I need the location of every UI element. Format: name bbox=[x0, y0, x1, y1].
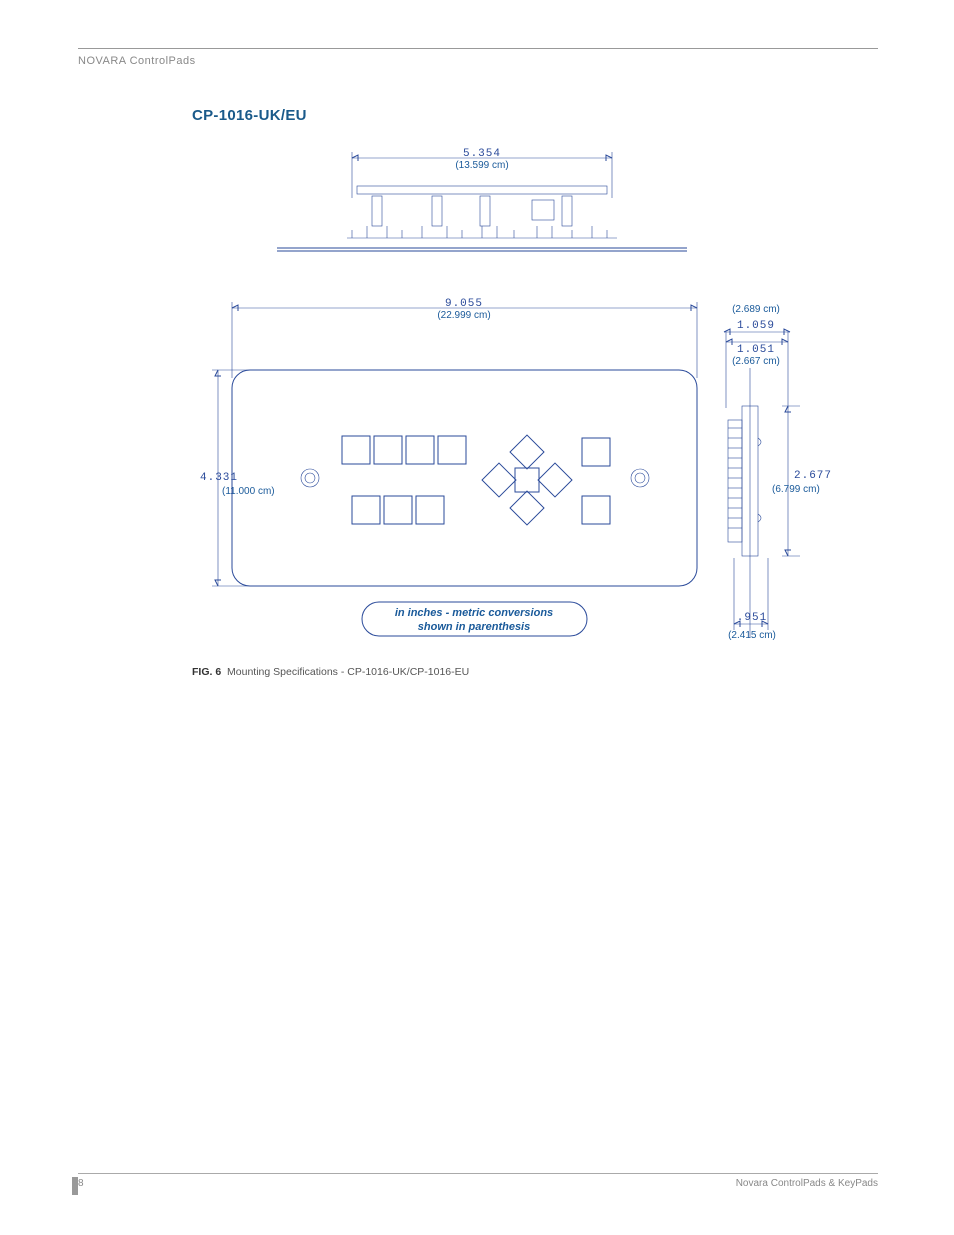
page-content: NOVARA ControlPads CP-1016-UK/EU 5.354 (… bbox=[78, 48, 878, 678]
dim-top-width-in: 5.354 bbox=[463, 148, 501, 160]
screw-hole-left bbox=[301, 469, 319, 487]
dim-front-width-in: 9.055 bbox=[445, 298, 483, 310]
running-head: NOVARA ControlPads bbox=[78, 55, 878, 67]
caption-prefix: FIG. 6 bbox=[192, 666, 221, 678]
dim-side-base-cm: (2.415 cm) bbox=[728, 630, 776, 641]
footer-label: Novara ControlPads & KeyPads bbox=[736, 1178, 878, 1189]
dim-front-width-cm: (22.999 cm) bbox=[437, 310, 490, 321]
note-line1: in inches - metric conversions bbox=[395, 607, 553, 619]
button-row-bottom bbox=[352, 496, 444, 524]
diamond-cluster bbox=[482, 435, 572, 525]
button-right-bottom bbox=[582, 496, 610, 524]
side-view-drawing: (2.689 cm) 1.059 1.051 (2.667 cm) bbox=[724, 304, 832, 641]
page-number: 8 bbox=[78, 1178, 84, 1189]
button-row-top bbox=[342, 436, 466, 464]
caption-text: Mounting Specifications - CP-1016-UK/CP-… bbox=[227, 666, 469, 678]
figure-caption: FIG. 6 Mounting Specifications - CP-1016… bbox=[192, 666, 878, 678]
button-right-top bbox=[582, 438, 610, 466]
dim-front-height-cm: (11.000 cm) bbox=[222, 486, 275, 497]
dim-side-top-in: 1.059 bbox=[737, 320, 775, 332]
dim-side-2-in: 1.051 bbox=[737, 344, 775, 356]
dim-side-base-in: .951 bbox=[737, 612, 767, 624]
dim-side-depth-cm: (6.799 cm) bbox=[772, 484, 820, 495]
dim-side-2-cm: (2.667 cm) bbox=[732, 356, 780, 367]
page-footer: 8 Novara ControlPads & KeyPads bbox=[78, 1173, 878, 1189]
front-view-drawing: 9.055 (22.999 cm) 4.331 (11.000 cm) bbox=[200, 298, 697, 636]
top-view-drawing: 5.354 (13.599 cm) bbox=[277, 148, 687, 251]
screw-hole-right bbox=[631, 469, 649, 487]
technical-diagram: 5.354 (13.599 cm) bbox=[192, 138, 832, 658]
note-line2: shown in parenthesis bbox=[418, 621, 530, 633]
header-rule bbox=[78, 48, 878, 49]
dim-top-width-cm: (13.599 cm) bbox=[455, 160, 508, 171]
section-title: CP-1016-UK/EU bbox=[192, 107, 878, 124]
dim-side-depth-in: 2.677 bbox=[794, 470, 832, 482]
dim-side-top-cm: (2.689 cm) bbox=[732, 304, 780, 315]
